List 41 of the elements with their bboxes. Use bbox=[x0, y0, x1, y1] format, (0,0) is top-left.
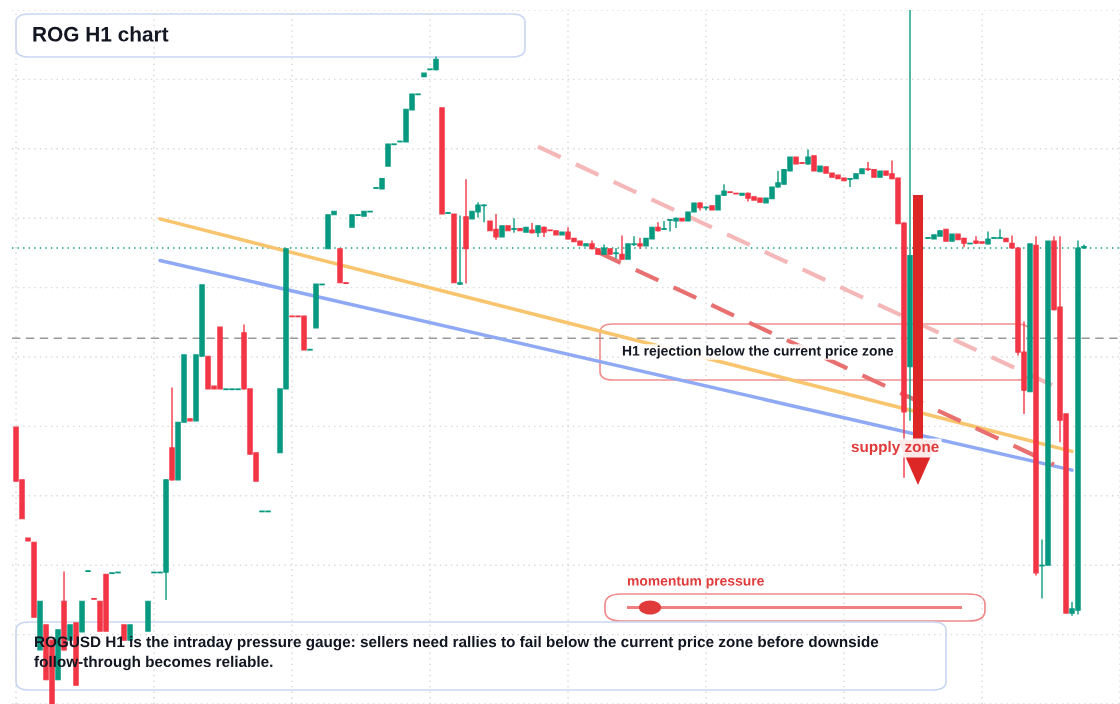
candlestick bbox=[661, 220, 667, 230]
candlestick bbox=[439, 107, 445, 215]
candlestick bbox=[637, 237, 643, 249]
candlestick bbox=[145, 600, 151, 632]
candlestick bbox=[529, 223, 535, 234]
candlestick bbox=[877, 170, 883, 178]
candlestick bbox=[451, 213, 457, 284]
candlestick bbox=[943, 228, 949, 242]
candlestick bbox=[949, 233, 955, 242]
candlestick bbox=[79, 600, 85, 633]
candlestick bbox=[25, 537, 31, 542]
candlestick bbox=[187, 418, 193, 422]
candlestick bbox=[619, 235, 625, 260]
candlestick bbox=[559, 231, 565, 236]
candlestick bbox=[505, 225, 511, 232]
candlestick bbox=[703, 206, 709, 211]
candlestick bbox=[91, 597, 97, 600]
candlestick bbox=[733, 192, 739, 195]
candlestick bbox=[31, 541, 37, 618]
annotation: momentum pressure bbox=[627, 576, 764, 589]
candlestick bbox=[307, 348, 313, 351]
candlestick bbox=[511, 218, 517, 233]
candlestick bbox=[811, 155, 817, 172]
candlestick bbox=[967, 242, 973, 245]
candlestick bbox=[499, 225, 505, 238]
annotation: H1 rejection below the current price zone bbox=[622, 345, 894, 359]
candlestick bbox=[523, 226, 529, 233]
candlestick bbox=[1027, 243, 1033, 393]
candlestick bbox=[709, 205, 715, 211]
candlestick bbox=[1003, 237, 1009, 243]
candlestick bbox=[739, 192, 745, 196]
candlestick bbox=[679, 217, 685, 222]
candlestick bbox=[421, 72, 427, 78]
candlestick bbox=[727, 191, 733, 194]
candlestick bbox=[607, 248, 613, 255]
candlestick bbox=[517, 228, 523, 232]
candlestick bbox=[655, 222, 661, 232]
candlestick bbox=[817, 165, 823, 173]
text: ROG H1 chart bbox=[33, 26, 169, 42]
annotation: supply zone bbox=[851, 440, 939, 456]
candlestick bbox=[85, 570, 91, 573]
